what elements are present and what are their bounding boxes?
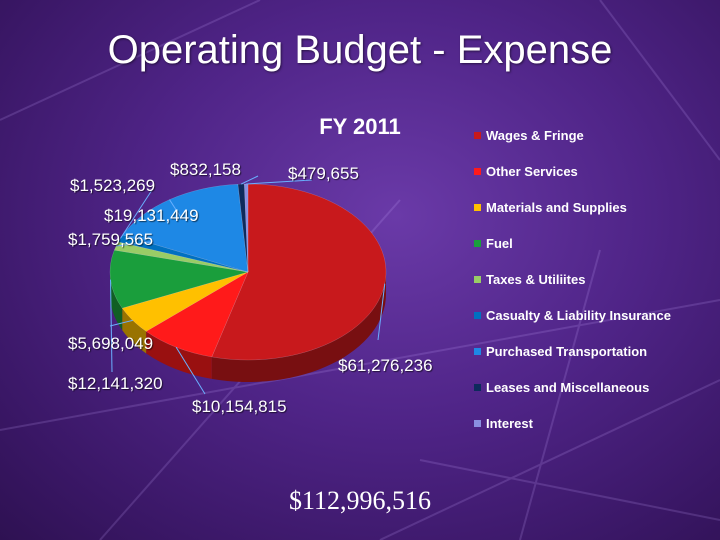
pie-side-0 xyxy=(211,272,386,382)
data-label-0: $61,276,236 xyxy=(338,356,433,375)
data-label-8: $479,655 xyxy=(288,164,359,183)
legend-item-6: Purchased Transportation xyxy=(474,344,714,380)
legend-swatch-4 xyxy=(474,276,481,283)
legend-item-0: Wages & Fringe xyxy=(474,128,714,164)
pie-side-1 xyxy=(146,331,212,379)
legend-swatch-3 xyxy=(474,240,481,247)
data-label-4: $1,759,565 xyxy=(68,230,154,249)
pie-slice-1 xyxy=(145,271,249,358)
leader-line-3 xyxy=(110,279,113,373)
data-label-3: $12,141,320 xyxy=(68,374,163,393)
legend-swatch-0 xyxy=(474,132,481,139)
legend-item-1: Other Services xyxy=(474,164,714,200)
legend-swatch-8 xyxy=(474,420,481,427)
leader-line-2 xyxy=(109,319,133,327)
leader-line-4 xyxy=(116,241,151,247)
legend-swatch-5 xyxy=(474,312,481,319)
legend-item-2: Materials and Supplies xyxy=(474,200,714,236)
legend-label-7: Leases and Miscellaneous xyxy=(486,380,650,395)
pie-side-2 xyxy=(122,308,147,354)
data-label-6: $19,131,449 xyxy=(104,206,199,225)
leader-line-1 xyxy=(175,346,206,395)
legend-swatch-6 xyxy=(474,348,481,355)
chart-legend: Wages & Fringe Other Services Materials an… xyxy=(474,128,714,452)
data-label-5: $1,523,269 xyxy=(70,176,156,195)
legend-label-5: Casualty & Liability Insurance xyxy=(486,308,671,323)
pie-slice-3 xyxy=(109,249,249,309)
data-label-2: $5,698,049 xyxy=(68,334,154,353)
leader-line-6 xyxy=(169,199,181,217)
legend-item-5: Casualty & Liability Insurance xyxy=(474,308,714,344)
legend-label-4: Taxes & Utiliites xyxy=(486,272,586,287)
pie-side-walls xyxy=(110,272,386,382)
legend-label-6: Purchased Transportation xyxy=(486,344,648,359)
chart-title: FY 2011 xyxy=(319,114,401,139)
legend-label-8: Interest xyxy=(486,416,533,431)
data-label-7: $832,158 xyxy=(170,160,241,179)
slide-title: Operating Budget - Expense xyxy=(107,28,613,72)
legend-item-8: Interest xyxy=(474,416,714,452)
legend-label-2: Materials and Supplies xyxy=(486,200,627,215)
data-label-1: $10,154,815 xyxy=(192,397,287,416)
total-amount: $112,996,516 xyxy=(288,486,432,515)
legend-swatch-7 xyxy=(474,384,481,391)
legend-swatch-2 xyxy=(474,204,481,211)
legend-item-4: Taxes & Utiliites xyxy=(474,272,714,308)
pie-slice-2 xyxy=(121,271,249,332)
leader-line-7 xyxy=(240,175,259,185)
legend-item-7: Leases and Miscellaneous xyxy=(474,380,714,416)
leader-line-8 xyxy=(246,179,313,185)
legend-swatch-1 xyxy=(474,168,481,175)
legend-item-3: Fuel xyxy=(474,236,714,272)
leader-line-0 xyxy=(377,283,386,341)
legend-label-0: Wages & Fringe xyxy=(486,128,584,143)
pie-side-3 xyxy=(110,272,123,331)
legend-label-1: Other Services xyxy=(486,164,578,179)
legend-label-3: Fuel xyxy=(486,236,513,251)
leader-line-5 xyxy=(120,189,153,239)
